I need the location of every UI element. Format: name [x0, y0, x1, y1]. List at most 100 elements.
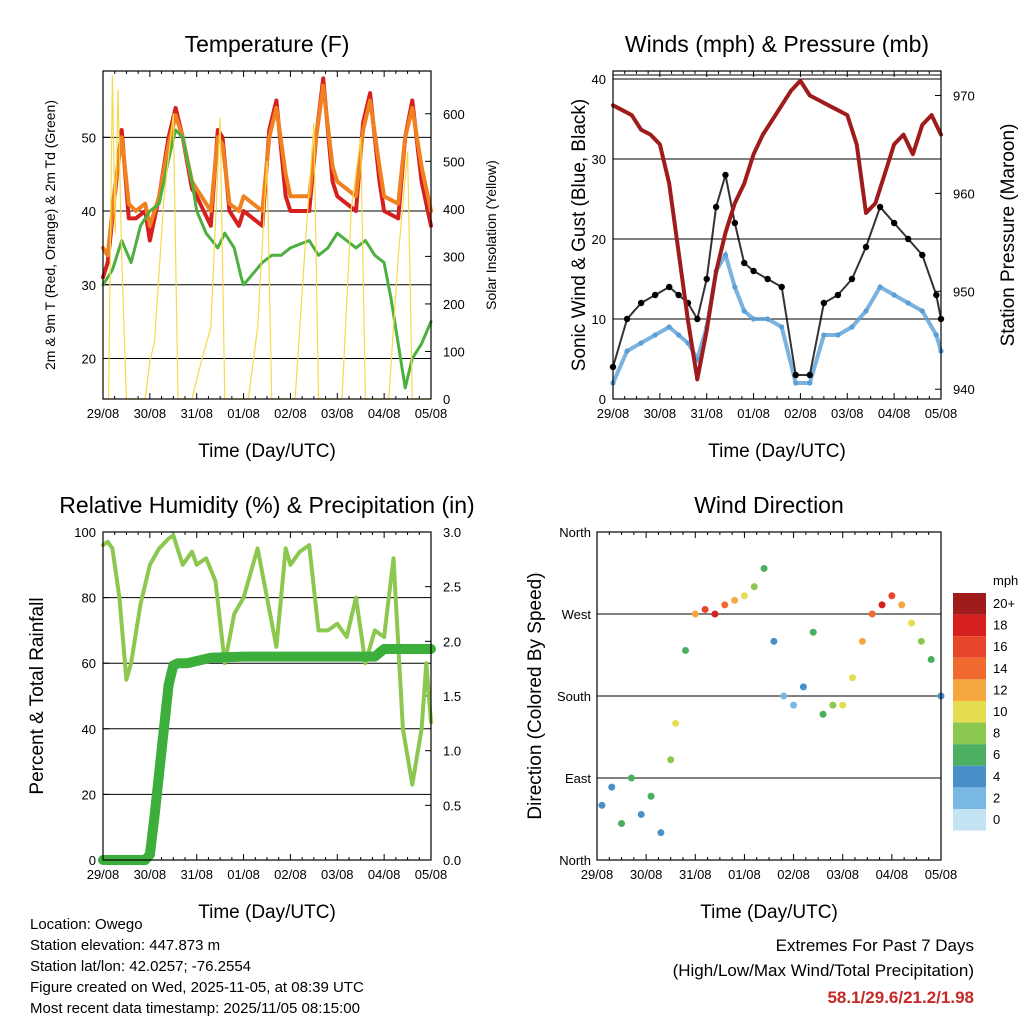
x-tick-label: 01/08 — [737, 406, 770, 421]
x-tick-label: 03/08 — [831, 406, 864, 421]
y2-tick-label: 940 — [953, 382, 975, 397]
series-line — [611, 78, 943, 382]
y-tick-label: 20 — [82, 787, 96, 802]
x-tick-label: 31/08 — [690, 406, 723, 421]
legend-swatch — [953, 809, 986, 831]
chart-title: Temperature (F) — [185, 31, 350, 57]
y2-tick-label: 600 — [443, 107, 465, 122]
x-tick-label: 29/08 — [87, 406, 120, 421]
y2-tick-label: 2.5 — [443, 580, 461, 595]
y2-tick-label: 400 — [443, 202, 465, 217]
x-tick-label: 01/08 — [728, 867, 761, 882]
direction-point — [721, 601, 729, 609]
series-line — [611, 249, 943, 385]
direction-point — [637, 810, 645, 818]
legend-swatch — [953, 614, 986, 637]
series-line — [101, 533, 433, 787]
direction-point — [780, 692, 788, 700]
x-tick-label: 04/08 — [878, 406, 911, 421]
legend-label: 6 — [993, 747, 1000, 762]
plot-frame — [596, 531, 942, 861]
x-tick-label: 30/08 — [644, 406, 677, 421]
x-tick-label: 29/08 — [87, 867, 120, 882]
x-tick-label: 05/08 — [415, 406, 448, 421]
x-tick-label: 02/08 — [274, 867, 307, 882]
direction-point — [701, 605, 709, 613]
extremes-subtitle: (High/Low/Max Wind/Total Precipitation) — [672, 961, 974, 980]
chart-title: Wind Direction — [694, 492, 844, 518]
direction-point — [740, 592, 748, 600]
y2-tick-label: 0.0 — [443, 853, 461, 868]
x-tick-label: 03/08 — [321, 867, 354, 882]
direction-point — [731, 596, 739, 604]
x-tick-label: 31/08 — [679, 867, 712, 882]
series-line — [101, 128, 433, 390]
direction-point — [819, 710, 827, 718]
direction-point — [667, 756, 675, 764]
direction-point — [647, 792, 655, 800]
legend-label: 20+ — [993, 596, 1015, 611]
x-tick-label: 30/08 — [134, 867, 167, 882]
y2-tick-label: 200 — [443, 297, 465, 312]
y2-tick-label: 950 — [953, 284, 975, 299]
x-tick-label: 02/08 — [777, 867, 810, 882]
created-text: Figure created on Wed, 2025-11-05, at 08… — [30, 979, 364, 996]
x-tick-label: 02/08 — [784, 406, 817, 421]
y2-tick-label: 0 — [443, 392, 450, 407]
x-tick-label: 31/08 — [180, 867, 213, 882]
y2-tick-label: 1.0 — [443, 744, 461, 759]
series-line — [98, 644, 436, 865]
direction-point — [858, 637, 866, 645]
direction-point — [917, 637, 925, 645]
direction-point — [618, 820, 626, 828]
x-tick-label: 01/08 — [227, 406, 260, 421]
x-axis-label: Time (Day/UTC) — [198, 902, 336, 923]
y-tick-label: East — [565, 771, 591, 786]
direction-point — [672, 719, 680, 727]
y2-axis-label: Station Pressure (Maroon) — [998, 124, 1019, 347]
legend-swatch — [953, 701, 986, 723]
y-tick-label: South — [557, 689, 591, 704]
direction-point — [927, 656, 935, 664]
direction-point — [849, 674, 857, 682]
legend-label: 14 — [993, 661, 1007, 676]
x-tick-label: 29/08 — [597, 406, 630, 421]
y-axis-label: 2m & 9m T (Red, Orange) & 2m Td (Green) — [42, 100, 58, 370]
legend-swatch — [953, 744, 986, 766]
plot-frame — [102, 531, 432, 861]
direction-point — [681, 646, 689, 654]
legend-label: 10 — [993, 704, 1007, 719]
direction-point — [809, 628, 817, 636]
x-tick-label: 03/08 — [321, 406, 354, 421]
y-tick-label: 100 — [74, 525, 96, 540]
direction-point — [608, 783, 616, 791]
chart-title: Relative Humidity (%) & Precipitation (i… — [59, 492, 474, 518]
legend-label: 2 — [993, 790, 1000, 805]
legend-label: 18 — [993, 618, 1007, 633]
direction-point — [898, 601, 906, 609]
y-tick-label: 10 — [592, 312, 606, 327]
direction-point — [691, 610, 699, 618]
y-tick-label: 0 — [89, 853, 96, 868]
y2-tick-label: 500 — [443, 154, 465, 169]
direction-point — [868, 610, 876, 618]
direction-point — [790, 701, 798, 709]
direction-point — [750, 583, 758, 591]
y-tick-label: 30 — [592, 152, 606, 167]
y2-tick-label: 0.5 — [443, 798, 461, 813]
y-tick-label: 40 — [82, 204, 96, 219]
direction-point — [760, 564, 768, 572]
latlon-text: Station lat/lon: 42.0257; -76.2554 — [30, 958, 252, 975]
legend-label: 16 — [993, 639, 1007, 654]
recent-text: Most recent data timestamp: 2025/11/05 0… — [30, 1000, 360, 1017]
legend-label: 8 — [993, 726, 1000, 741]
x-tick-label: 05/08 — [415, 867, 448, 882]
legend-swatch — [953, 787, 986, 809]
elevation-text: Station elevation: 447.873 m — [30, 937, 221, 954]
legend-swatch — [953, 657, 986, 680]
legend-label: 4 — [993, 769, 1000, 784]
direction-point — [711, 610, 719, 618]
x-tick-label: 30/08 — [134, 406, 167, 421]
y-tick-label: 60 — [82, 656, 96, 671]
x-tick-label: 04/08 — [368, 867, 401, 882]
